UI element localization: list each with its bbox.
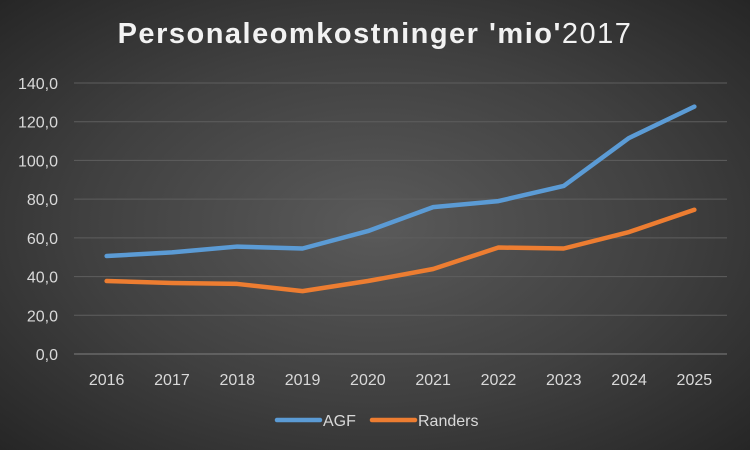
x-tick-label: 2017 (154, 372, 190, 389)
legend-label-randers: Randers (418, 413, 478, 430)
x-tick-label: 2018 (219, 372, 255, 389)
y-tick-label: 0,0 (36, 347, 58, 364)
y-tick-label: 100,0 (18, 153, 58, 170)
x-tick-label: 2020 (350, 372, 386, 389)
x-tick-label: 2019 (285, 372, 321, 389)
y-tick-label: 80,0 (27, 192, 58, 209)
x-tick-label: 2025 (677, 372, 713, 389)
x-tick-label: 2023 (546, 372, 582, 389)
chart-title-main: Personaleomkostninger 'mio' (117, 18, 562, 50)
y-tick-label: 140,0 (18, 76, 58, 93)
legend-label-agf: AGF (323, 413, 356, 430)
y-tick-label: 20,0 (27, 308, 58, 325)
y-tick-label: 120,0 (18, 115, 58, 132)
series-line-randers (104, 207, 697, 294)
x-tick-label: 2022 (481, 372, 517, 389)
y-tick-label: 40,0 (27, 270, 58, 287)
chart-title: Personaleomkostninger 'mio'2017 (0, 18, 750, 51)
y-tick-label: 60,0 (27, 231, 58, 248)
series-line-agf (104, 104, 697, 259)
x-tick-label: 2016 (89, 372, 125, 389)
x-tick-label: 2024 (611, 372, 647, 389)
x-tick-label: 2021 (415, 372, 451, 389)
chart-title-suffix: 2017 (561, 18, 633, 50)
